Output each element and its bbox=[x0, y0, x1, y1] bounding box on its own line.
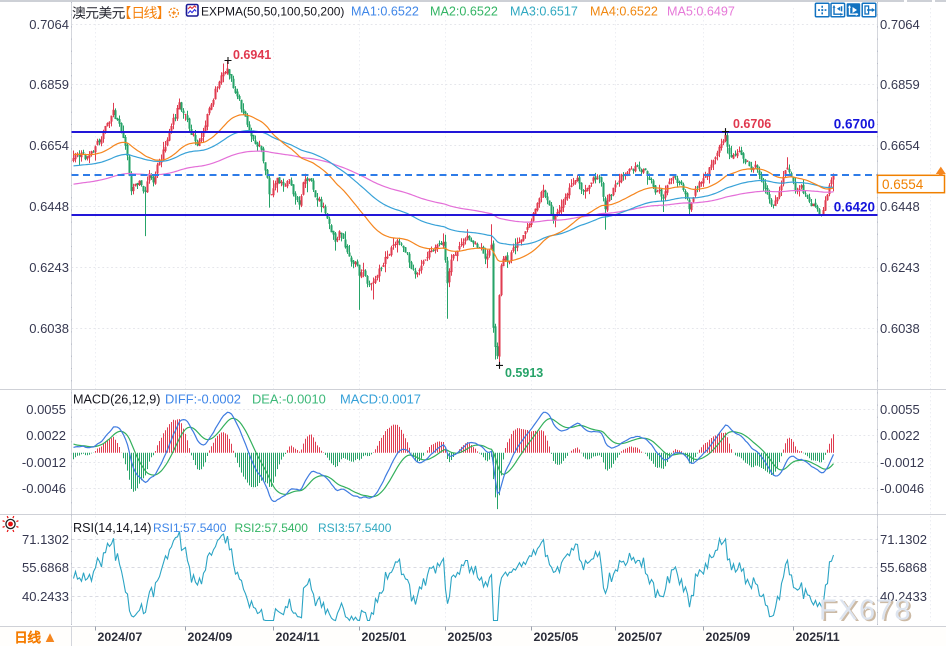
svg-text:RSI3:57.5400: RSI3:57.5400 bbox=[318, 521, 392, 535]
svg-text:0.6859: 0.6859 bbox=[880, 77, 920, 92]
svg-text:EXPMA(50,50,100,50,200): EXPMA(50,50,100,50,200) bbox=[201, 5, 344, 19]
svg-text:0.6038: 0.6038 bbox=[880, 321, 920, 336]
svg-text:FX678: FX678 bbox=[821, 596, 914, 628]
svg-text:RSI2:57.5400: RSI2:57.5400 bbox=[235, 521, 309, 535]
svg-text:71.1302: 71.1302 bbox=[880, 532, 927, 547]
svg-text:-0.0012: -0.0012 bbox=[22, 455, 66, 470]
svg-text:0.0055: 0.0055 bbox=[26, 402, 66, 417]
svg-text:0.6243: 0.6243 bbox=[29, 260, 69, 275]
svg-text:-0.0046: -0.0046 bbox=[22, 481, 66, 496]
svg-text:2025/09: 2025/09 bbox=[706, 630, 751, 644]
svg-text:2025/05: 2025/05 bbox=[534, 630, 579, 644]
svg-text:MA2:0.6522: MA2:0.6522 bbox=[430, 5, 498, 19]
svg-text:0.6700: 0.6700 bbox=[834, 117, 875, 132]
svg-text:0.7064: 0.7064 bbox=[29, 17, 69, 32]
svg-text:-0.0012: -0.0012 bbox=[880, 455, 924, 470]
svg-text:0.6941: 0.6941 bbox=[233, 48, 271, 62]
svg-text:71.1302: 71.1302 bbox=[22, 532, 69, 547]
svg-text:40.2433: 40.2433 bbox=[880, 589, 927, 604]
svg-text:FX678: FX678 bbox=[819, 595, 912, 627]
svg-text:0.6448: 0.6448 bbox=[29, 199, 69, 214]
svg-text:DEA:-0.0010: DEA:-0.0010 bbox=[252, 392, 326, 407]
svg-text:0.0022: 0.0022 bbox=[26, 428, 66, 443]
svg-text:0.7064: 0.7064 bbox=[880, 17, 920, 32]
svg-text:0.0022: 0.0022 bbox=[880, 428, 920, 443]
svg-text:0.6448: 0.6448 bbox=[880, 199, 920, 214]
svg-text:MA4:0.6522: MA4:0.6522 bbox=[590, 5, 658, 19]
svg-text:55.6868: 55.6868 bbox=[880, 560, 927, 575]
svg-text:MA1:0.6522: MA1:0.6522 bbox=[351, 5, 419, 19]
svg-text:MACD:0.0017: MACD:0.0017 bbox=[340, 392, 421, 407]
svg-text:DIFF:-0.0002: DIFF:-0.0002 bbox=[165, 392, 241, 407]
svg-text:0.6554: 0.6554 bbox=[882, 177, 924, 192]
svg-text:2025/07: 2025/07 bbox=[618, 630, 663, 644]
svg-text:0.6243: 0.6243 bbox=[880, 260, 920, 275]
svg-text:2025/11: 2025/11 bbox=[796, 630, 840, 644]
svg-text:2025/01: 2025/01 bbox=[362, 630, 407, 644]
svg-text:2025/03: 2025/03 bbox=[448, 630, 493, 644]
svg-text:0.6706: 0.6706 bbox=[733, 117, 771, 131]
svg-text:0.6420: 0.6420 bbox=[834, 200, 875, 215]
svg-text:0.0055: 0.0055 bbox=[880, 402, 920, 417]
svg-text:0.6654: 0.6654 bbox=[880, 138, 920, 153]
svg-text:2024/09: 2024/09 bbox=[188, 630, 233, 644]
svg-text:0.6038: 0.6038 bbox=[29, 321, 69, 336]
svg-text:MACD(26,12,9): MACD(26,12,9) bbox=[73, 393, 161, 407]
svg-text:RSI(14,14,14): RSI(14,14,14) bbox=[73, 521, 151, 535]
svg-text:0.6654: 0.6654 bbox=[29, 138, 69, 153]
svg-text:RSI1:57.5400: RSI1:57.5400 bbox=[153, 521, 227, 535]
svg-text:-0.0046: -0.0046 bbox=[880, 481, 924, 496]
svg-text:0.5913: 0.5913 bbox=[505, 366, 543, 380]
svg-text:MA5:0.6497: MA5:0.6497 bbox=[667, 5, 735, 19]
svg-text:0.6859: 0.6859 bbox=[29, 77, 69, 92]
svg-text:55.6868: 55.6868 bbox=[22, 560, 69, 575]
svg-text:40.2433: 40.2433 bbox=[22, 589, 69, 604]
svg-text:2024/07: 2024/07 bbox=[98, 630, 143, 644]
svg-text:MA3:0.6517: MA3:0.6517 bbox=[510, 5, 578, 19]
svg-text:2024/11: 2024/11 bbox=[276, 630, 320, 644]
